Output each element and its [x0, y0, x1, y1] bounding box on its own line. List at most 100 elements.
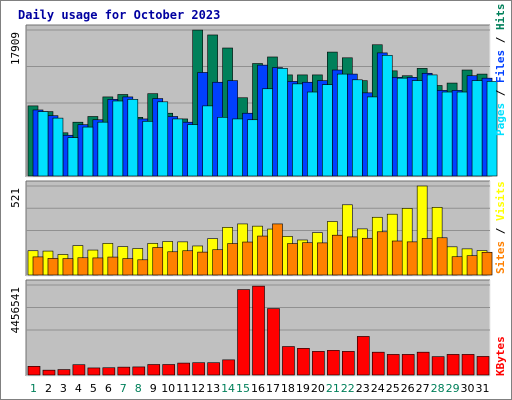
- legend-kbytes: KBytes: [494, 336, 507, 376]
- y-max-label: 521: [9, 188, 22, 208]
- bar-kbytes: [72, 364, 86, 376]
- day-label: 31: [476, 382, 490, 395]
- day-label: 11: [176, 382, 190, 395]
- legend-1: Pages / Files / Hits: [494, 4, 507, 137]
- day-label: 28: [431, 382, 445, 395]
- day-label: 14: [221, 382, 235, 395]
- day-label: 27: [416, 382, 430, 395]
- day-label: 13: [206, 382, 220, 395]
- day-label: 20: [311, 382, 325, 395]
- bar-kbytes: [386, 354, 400, 376]
- bar-kbytes: [102, 367, 116, 376]
- legend-3: KBytes: [494, 336, 507, 376]
- bar-sites: [391, 240, 403, 276]
- bar-kbytes: [192, 362, 205, 376]
- bar-kbytes: [401, 354, 415, 376]
- bar-sites: [347, 236, 358, 276]
- legend-2: Sites / Visits: [494, 181, 507, 274]
- bar-sites: [107, 256, 119, 276]
- bar-kbytes: [356, 336, 370, 376]
- bar-kbytes: [327, 350, 340, 376]
- bar-sites: [242, 241, 253, 276]
- bar-kbytes: [476, 356, 490, 376]
- bar-sites: [317, 242, 328, 276]
- day-label: 29: [446, 382, 460, 395]
- bar-kbytes: [267, 308, 280, 376]
- bar-kbytes: [342, 351, 355, 376]
- bar-sites: [182, 250, 193, 276]
- bar-pages: [172, 118, 184, 177]
- bar-pages: [441, 91, 453, 177]
- bar-sites: [376, 231, 388, 276]
- legend-hits: Hits: [494, 4, 507, 31]
- day-label: 4: [75, 382, 82, 395]
- bar-kbytes: [252, 285, 265, 376]
- bar-sites: [92, 257, 104, 276]
- bar-kbytes: [207, 362, 220, 376]
- bar-kbytes: [177, 362, 190, 376]
- bar-sites: [466, 255, 478, 276]
- bar-pages: [127, 99, 139, 177]
- bar-pages: [337, 73, 348, 177]
- bar-sites: [361, 237, 373, 276]
- bar-pages: [322, 84, 333, 177]
- bar-kbytes: [282, 346, 295, 376]
- bar-kbytes: [42, 369, 56, 376]
- bar-sites: [436, 237, 448, 276]
- bar-pages: [217, 117, 228, 177]
- bar-sites: [406, 241, 418, 276]
- bar-sites: [167, 251, 179, 276]
- panel-2: 521: [9, 180, 493, 277]
- bar-kbytes: [416, 351, 430, 376]
- bar-sites: [421, 238, 433, 276]
- day-label: 6: [105, 382, 112, 395]
- day-label: 26: [401, 382, 415, 395]
- bar-sites: [152, 247, 164, 276]
- bar-sites: [257, 235, 268, 276]
- bar-pages: [411, 80, 423, 177]
- bar-pages: [37, 111, 49, 177]
- bar-pages: [307, 91, 318, 177]
- chart-panels: 17909 521 4456541: [9, 24, 498, 377]
- bar-kbytes: [371, 351, 385, 376]
- bar-pages: [486, 81, 498, 177]
- bar-kbytes: [132, 366, 146, 376]
- bar-pages: [202, 105, 213, 177]
- bar-kbytes: [87, 367, 101, 376]
- day-label: 16: [251, 382, 265, 395]
- bar-pages: [366, 96, 378, 177]
- bar-sites: [122, 258, 134, 276]
- bar-pages: [456, 91, 468, 177]
- bar-sites: [481, 251, 493, 276]
- day-label: 1: [30, 382, 37, 395]
- legend-visits: Visits: [494, 181, 507, 221]
- bar-kbytes: [446, 354, 460, 376]
- bar-sites: [332, 234, 343, 276]
- bar-kbytes: [222, 359, 235, 376]
- bar-sites: [287, 243, 298, 276]
- bar-sites: [137, 259, 149, 276]
- bar-pages: [381, 55, 393, 177]
- bar-sites: [47, 258, 59, 276]
- bar-pages: [352, 79, 363, 177]
- bar-sites: [212, 249, 223, 276]
- day-label: 2: [45, 382, 52, 395]
- bar-pages: [142, 121, 154, 177]
- bar-kbytes: [147, 364, 161, 376]
- day-label: 25: [386, 382, 400, 395]
- legend-separator: /: [494, 221, 507, 241]
- bar-pages: [97, 121, 109, 177]
- bar-sites: [77, 257, 89, 276]
- bar-kbytes: [237, 289, 250, 376]
- bar-pages: [112, 100, 124, 177]
- bar-pages: [292, 83, 303, 177]
- bar-pages: [396, 77, 408, 177]
- day-label: 22: [341, 382, 355, 395]
- bar-pages: [247, 119, 258, 177]
- chart-title: Daily usage for October 2023: [18, 8, 220, 22]
- bar-kbytes: [57, 369, 71, 376]
- bar-sites: [197, 251, 208, 276]
- bar-sites: [451, 256, 463, 276]
